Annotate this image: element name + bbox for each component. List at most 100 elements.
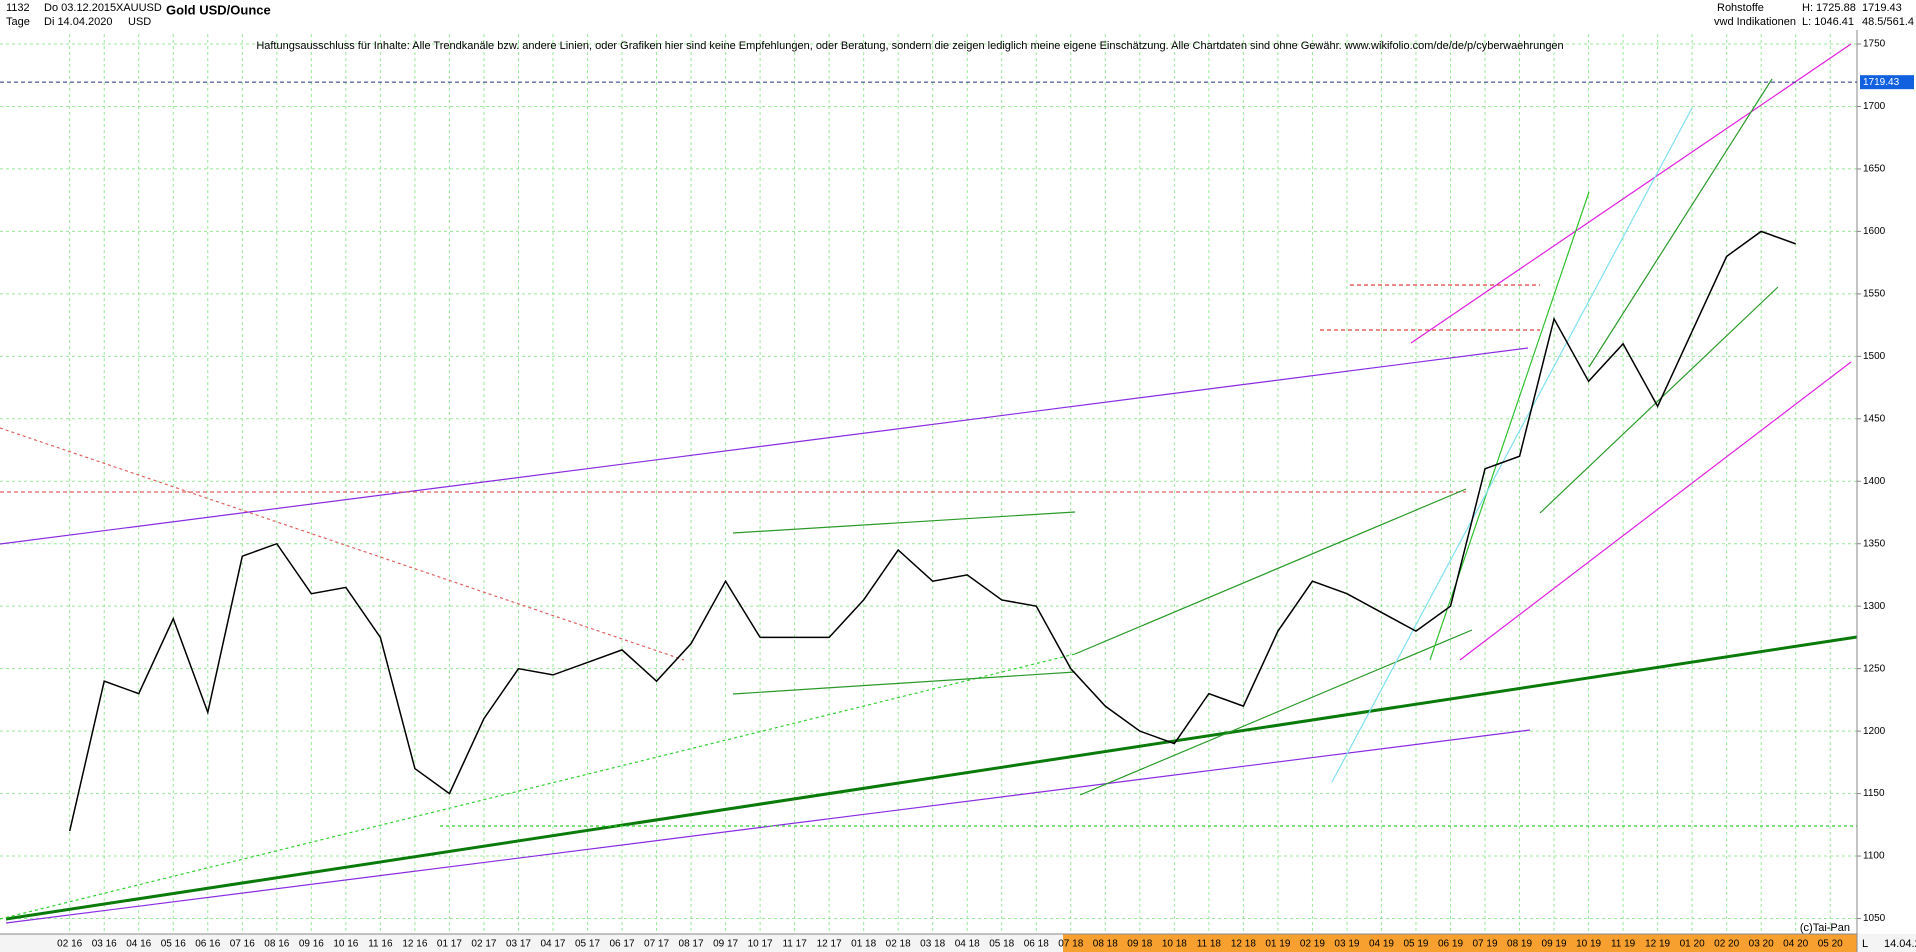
x-tick-label: 04 17	[540, 939, 565, 950]
trendline	[1459, 361, 1852, 661]
y-tick-label: 1600	[1863, 226, 1886, 237]
low: L: 1046.41	[1802, 16, 1854, 28]
x-tick-label: 05 18	[989, 939, 1014, 950]
trendline	[732, 511, 1076, 534]
x-tick-label: 10 18	[1162, 939, 1187, 950]
ratio: 48.5/561.4	[1862, 16, 1914, 28]
trendline	[1331, 107, 1693, 783]
x-tick-label: 07 16	[230, 939, 255, 950]
y-tick-label: 1500	[1863, 351, 1886, 362]
trendline	[1079, 629, 1473, 796]
x-tick-label: 04 19	[1369, 939, 1394, 950]
trendline	[1074, 488, 1467, 655]
x-tick-label: 11 19	[1611, 939, 1636, 950]
y-tick-label: 1300	[1863, 601, 1886, 612]
x-tick-label: 09 17	[713, 939, 738, 950]
header-band	[0, 0, 1916, 30]
x-tick-label: 09 19	[1542, 939, 1567, 950]
trendline	[1539, 286, 1779, 514]
x-tick-label: 07 18	[1058, 939, 1083, 950]
last-price-label: 1719.43	[1863, 77, 1900, 88]
x-tick-label: 05 17	[575, 939, 600, 950]
chart-id: 1132	[6, 2, 30, 14]
trendlines	[0, 43, 1858, 924]
footer-date: 14.04.20	[1884, 938, 1916, 950]
end-date: Di 14.04.2020	[44, 16, 113, 28]
last: 1719.43	[1862, 2, 1902, 14]
trendline	[732, 671, 1076, 695]
trendline	[0, 653, 1076, 920]
x-tick-label: 05 19	[1403, 939, 1428, 950]
trendline	[1588, 78, 1773, 368]
trendline	[0, 347, 1529, 545]
symbol: XAUUSD	[116, 2, 162, 14]
x-tick-label: 12 16	[402, 939, 427, 950]
y-tick-label: 1100	[1863, 851, 1885, 862]
x-tick-label: 02 19	[1300, 939, 1325, 950]
y-tick-label: 1550	[1863, 288, 1886, 299]
x-tick-label: 02 17	[471, 939, 496, 950]
y-tick-label: 1750	[1863, 39, 1886, 50]
y-tick-label: 1650	[1863, 164, 1886, 175]
price-line	[68, 230, 1796, 832]
x-tick-label: 10 16	[333, 939, 358, 950]
period: Tage	[6, 16, 30, 28]
x-tick-label: 11 16	[368, 939, 393, 950]
x-tick-label: 05 16	[161, 939, 186, 950]
x-tick-label: 06 18	[1024, 939, 1049, 950]
x-tick-label: 08 19	[1507, 939, 1532, 950]
y-tick-label: 1150	[1863, 788, 1885, 799]
y-tick-label: 1350	[1863, 538, 1886, 549]
y-tick-label: 1200	[1863, 726, 1886, 737]
x-tick-label: 08 17	[679, 939, 704, 950]
x-tick-label: 04 18	[955, 939, 980, 950]
group: Rohstoffe	[1717, 2, 1764, 14]
y-tick-label: 1250	[1863, 663, 1886, 674]
y-tick-label: 1050	[1863, 913, 1886, 924]
x-tick-label: 11 17	[782, 939, 807, 950]
x-tick-label: 01 19	[1265, 939, 1290, 950]
high: H: 1725.88	[1802, 2, 1856, 14]
x-tick-label: 04 20	[1783, 939, 1808, 950]
x-tick-label: 05 20	[1818, 939, 1843, 950]
x-tick-label: 11 18	[1197, 939, 1222, 950]
chart-title: Gold USD/Ounce	[166, 2, 271, 17]
x-tick-label: 01 20	[1680, 939, 1705, 950]
x-tick-label: 03 16	[92, 939, 117, 950]
x-tick-label: 12 18	[1231, 939, 1256, 950]
x-tick-label: 10 19	[1576, 939, 1601, 950]
x-tick-label: 09 18	[1127, 939, 1152, 950]
x-tick-label: 06 19	[1438, 939, 1463, 950]
trendline	[5, 635, 1858, 921]
x-tick-label: 02 20	[1714, 939, 1739, 950]
x-tick-label: 03 18	[920, 939, 945, 950]
scale-label: L	[1862, 938, 1868, 950]
x-tick-label: 03 19	[1334, 939, 1359, 950]
y-tick-label: 1400	[1863, 476, 1886, 487]
x-tick-label: 06 17	[610, 939, 635, 950]
copyright: (c)Tai-Pan	[1800, 922, 1850, 934]
y-tick-label: 1450	[1863, 413, 1886, 424]
disclaimer: Haftungsausschluss für Inhalte: Alle Tre…	[256, 40, 1563, 52]
x-tick-label: 02 18	[886, 939, 911, 950]
x-tick-label: 03 17	[506, 939, 531, 950]
start-date: Do 03.12.2015	[44, 2, 116, 14]
loaded-range	[1063, 934, 1857, 952]
x-tick-label: 01 17	[437, 939, 462, 950]
trendline	[0, 427, 685, 661]
trendline	[5, 729, 1531, 924]
x-tick-label: 08 16	[264, 939, 289, 950]
x-tick-label: 10 17	[748, 939, 773, 950]
x-tick-label: 03 20	[1749, 939, 1774, 950]
x-tick-label: 08 18	[1093, 939, 1118, 950]
x-tick-label: 12 17	[817, 939, 842, 950]
currency: USD	[128, 16, 151, 28]
x-tick-label: 01 18	[851, 939, 876, 950]
source: vwd Indikationen	[1714, 16, 1796, 28]
x-tick-label: 07 17	[644, 939, 669, 950]
trendline	[1410, 43, 1852, 344]
x-tick-label: 12 19	[1645, 939, 1670, 950]
x-tick-label: 02 16	[57, 939, 82, 950]
